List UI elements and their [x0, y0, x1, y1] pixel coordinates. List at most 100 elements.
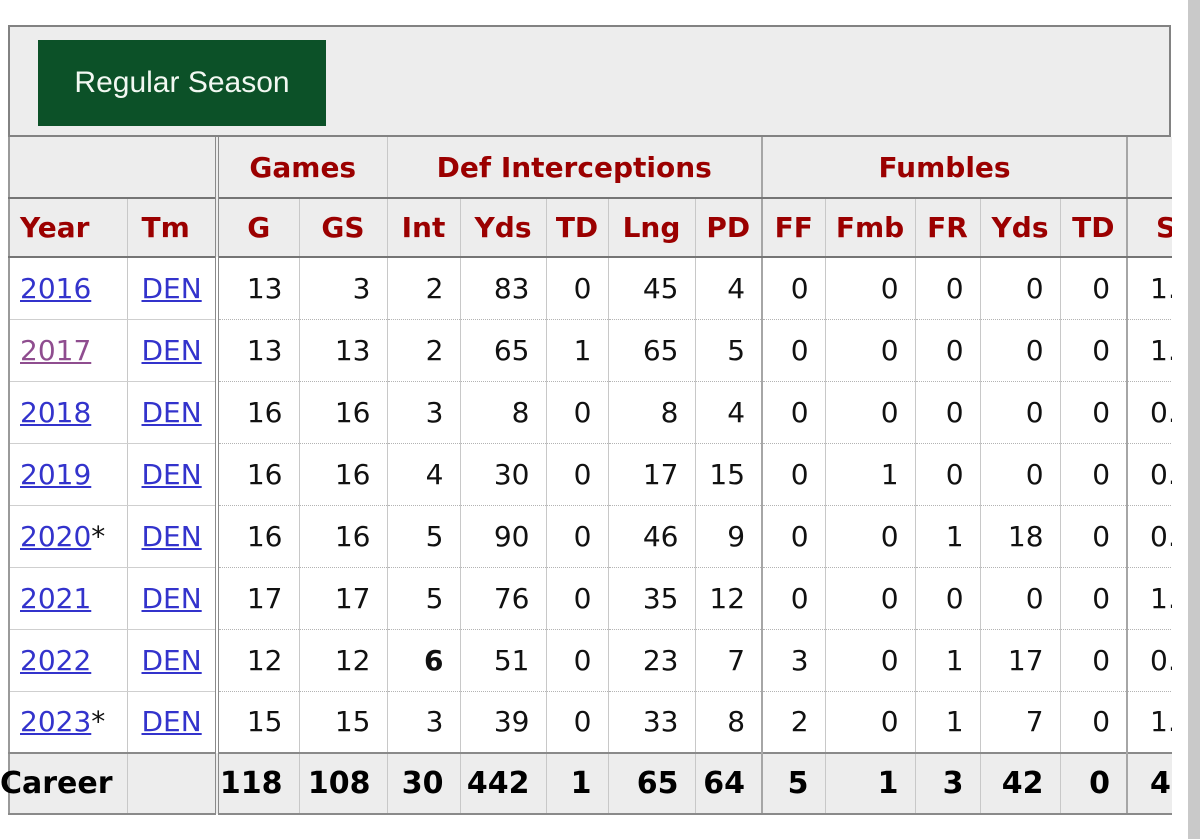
- stat-cell: 7: [979, 691, 1061, 753]
- stat-cell: 2: [386, 319, 460, 382]
- stat-cell: 17: [298, 567, 387, 630]
- stat-cell: 65: [459, 319, 546, 382]
- stat-cell: 0: [1059, 567, 1128, 630]
- col-header-g: G: [215, 198, 299, 258]
- group-header-fumbles: Fumbles: [761, 137, 1128, 199]
- stat-cell: 0: [914, 567, 981, 630]
- stat-cell: 0: [979, 567, 1061, 630]
- team-link[interactable]: DEN: [141, 643, 202, 677]
- stat-cell: 0: [914, 257, 981, 320]
- season-row: 2021 DEN 17 17 5 76 0 35 12 0 0 0 0 0 1.: [9, 567, 1172, 630]
- stat-cell: 16: [298, 505, 387, 568]
- year-cell: 2023*: [9, 691, 127, 753]
- season-row: 2018 DEN 16 16 3 8 0 8 4 0 0 0 0 0 0.: [9, 381, 1172, 444]
- stat-cell: 0: [761, 505, 826, 568]
- team-link[interactable]: DEN: [141, 581, 202, 615]
- team-link[interactable]: DEN: [141, 519, 202, 553]
- stat-cell: 0: [979, 381, 1061, 444]
- stat-cell: 0: [545, 691, 608, 753]
- stat-cell: 8: [459, 381, 546, 444]
- stat-cell: 0: [914, 381, 981, 444]
- stat-cell: 9: [694, 505, 763, 568]
- col-header-td: TD: [545, 198, 608, 258]
- stat-cell: 83: [459, 257, 546, 320]
- col-header-fmb: Fmb: [824, 198, 916, 258]
- stat-cell: 0: [1059, 691, 1128, 753]
- stat-cell: 0: [1059, 319, 1128, 382]
- stat-cell: 0: [545, 629, 608, 692]
- stat-cell: 1: [914, 629, 981, 692]
- group-header-spacer: [1126, 137, 1172, 199]
- year-link[interactable]: 2017: [20, 333, 92, 367]
- regular-season-button[interactable]: Regular Season: [38, 40, 326, 126]
- stat-cell: 0: [1059, 257, 1128, 320]
- stat-cell: 0: [761, 257, 826, 320]
- stat-cell: 76: [459, 567, 546, 630]
- group-header-games: Games: [215, 137, 387, 199]
- stat-cell: 0: [824, 257, 916, 320]
- stat-cell: 5: [386, 505, 460, 568]
- stat-cell: 33: [607, 691, 695, 753]
- career-row: Career 118 108 30 442 1 65 64 5 1 3 42 0…: [0, 752, 1172, 815]
- team-link[interactable]: DEN: [141, 395, 202, 429]
- stat-cell: 4: [694, 257, 763, 320]
- stat-cell: 1: [914, 691, 981, 753]
- stat-cell: 0: [824, 691, 916, 753]
- stat-cell: 30: [459, 443, 546, 506]
- career-stat-cell: 0: [1059, 752, 1128, 815]
- stat-cell: 0: [1059, 629, 1128, 692]
- page: Regular Season Games Def Interceptions F…: [0, 25, 1172, 815]
- year-link[interactable]: 2022: [20, 643, 92, 677]
- column-header-row: Year Tm G GS Int Yds TD Lng PD FF Fmb FR…: [9, 198, 1172, 258]
- stat-cell: 0: [824, 567, 916, 630]
- team-link[interactable]: DEN: [141, 333, 202, 367]
- year-link[interactable]: 2018: [20, 395, 92, 429]
- year-link[interactable]: 2019: [20, 457, 92, 491]
- group-header-def-interceptions: Def Interceptions: [386, 137, 763, 199]
- stat-cell: 13: [215, 257, 299, 320]
- year-link[interactable]: 2016: [20, 271, 92, 305]
- stat-cell: 16: [298, 443, 387, 506]
- col-header-int: Int: [386, 198, 460, 258]
- stat-cell: 35: [607, 567, 695, 630]
- team-link[interactable]: DEN: [141, 271, 202, 305]
- team-link[interactable]: DEN: [141, 705, 202, 739]
- stat-cell: 12: [694, 567, 763, 630]
- year-cell: 2016: [9, 257, 127, 320]
- year-suffix: *: [91, 705, 106, 739]
- career-stat-cell: 1: [824, 752, 916, 815]
- col-header-tm: Tm: [126, 198, 217, 258]
- stat-cell: 12: [298, 629, 387, 692]
- scrollbar[interactable]: [1188, 0, 1200, 839]
- stat-cell: 1.: [1126, 319, 1172, 382]
- year-cell: 2022: [9, 629, 127, 692]
- stat-cell: 0: [761, 443, 826, 506]
- year-link[interactable]: 2023: [20, 705, 92, 739]
- stat-cell: 3: [386, 381, 460, 444]
- team-link[interactable]: DEN: [141, 457, 202, 491]
- col-header-year: Year: [9, 198, 127, 258]
- stat-cell: 1: [914, 505, 981, 568]
- stat-cell: 12: [215, 629, 299, 692]
- col-header-yds2: Yds: [979, 198, 1061, 258]
- team-cell: DEN: [126, 629, 217, 692]
- stat-cell: 23: [607, 629, 695, 692]
- year-link[interactable]: 2020: [20, 519, 92, 553]
- stats-table: Games Def Interceptions Fumbles Year Tm …: [0, 137, 1172, 815]
- col-header-sk: S: [1126, 198, 1172, 258]
- stat-cell: 1.: [1126, 567, 1172, 630]
- stat-cell: 0: [824, 629, 916, 692]
- team-cell: DEN: [126, 567, 217, 630]
- stat-cell: 0.: [1126, 629, 1172, 692]
- year-cell: 2018: [9, 381, 127, 444]
- stat-cell: 1.: [1126, 691, 1172, 753]
- season-row: 2016 DEN 13 3 2 83 0 45 4 0 0 0 0 0 1.: [9, 257, 1172, 320]
- year-cell: 2021: [9, 567, 127, 630]
- stat-cell: 45: [607, 257, 695, 320]
- year-link[interactable]: 2021: [20, 581, 92, 615]
- stat-cell: 0: [1059, 505, 1128, 568]
- career-stat-cell: 3: [914, 752, 981, 815]
- career-stat-cell: 65: [607, 752, 695, 815]
- stat-cell: 16: [298, 381, 387, 444]
- table-body: 2016 DEN 13 3 2 83 0 45 4 0 0 0 0 0 1. 2…: [9, 257, 1172, 753]
